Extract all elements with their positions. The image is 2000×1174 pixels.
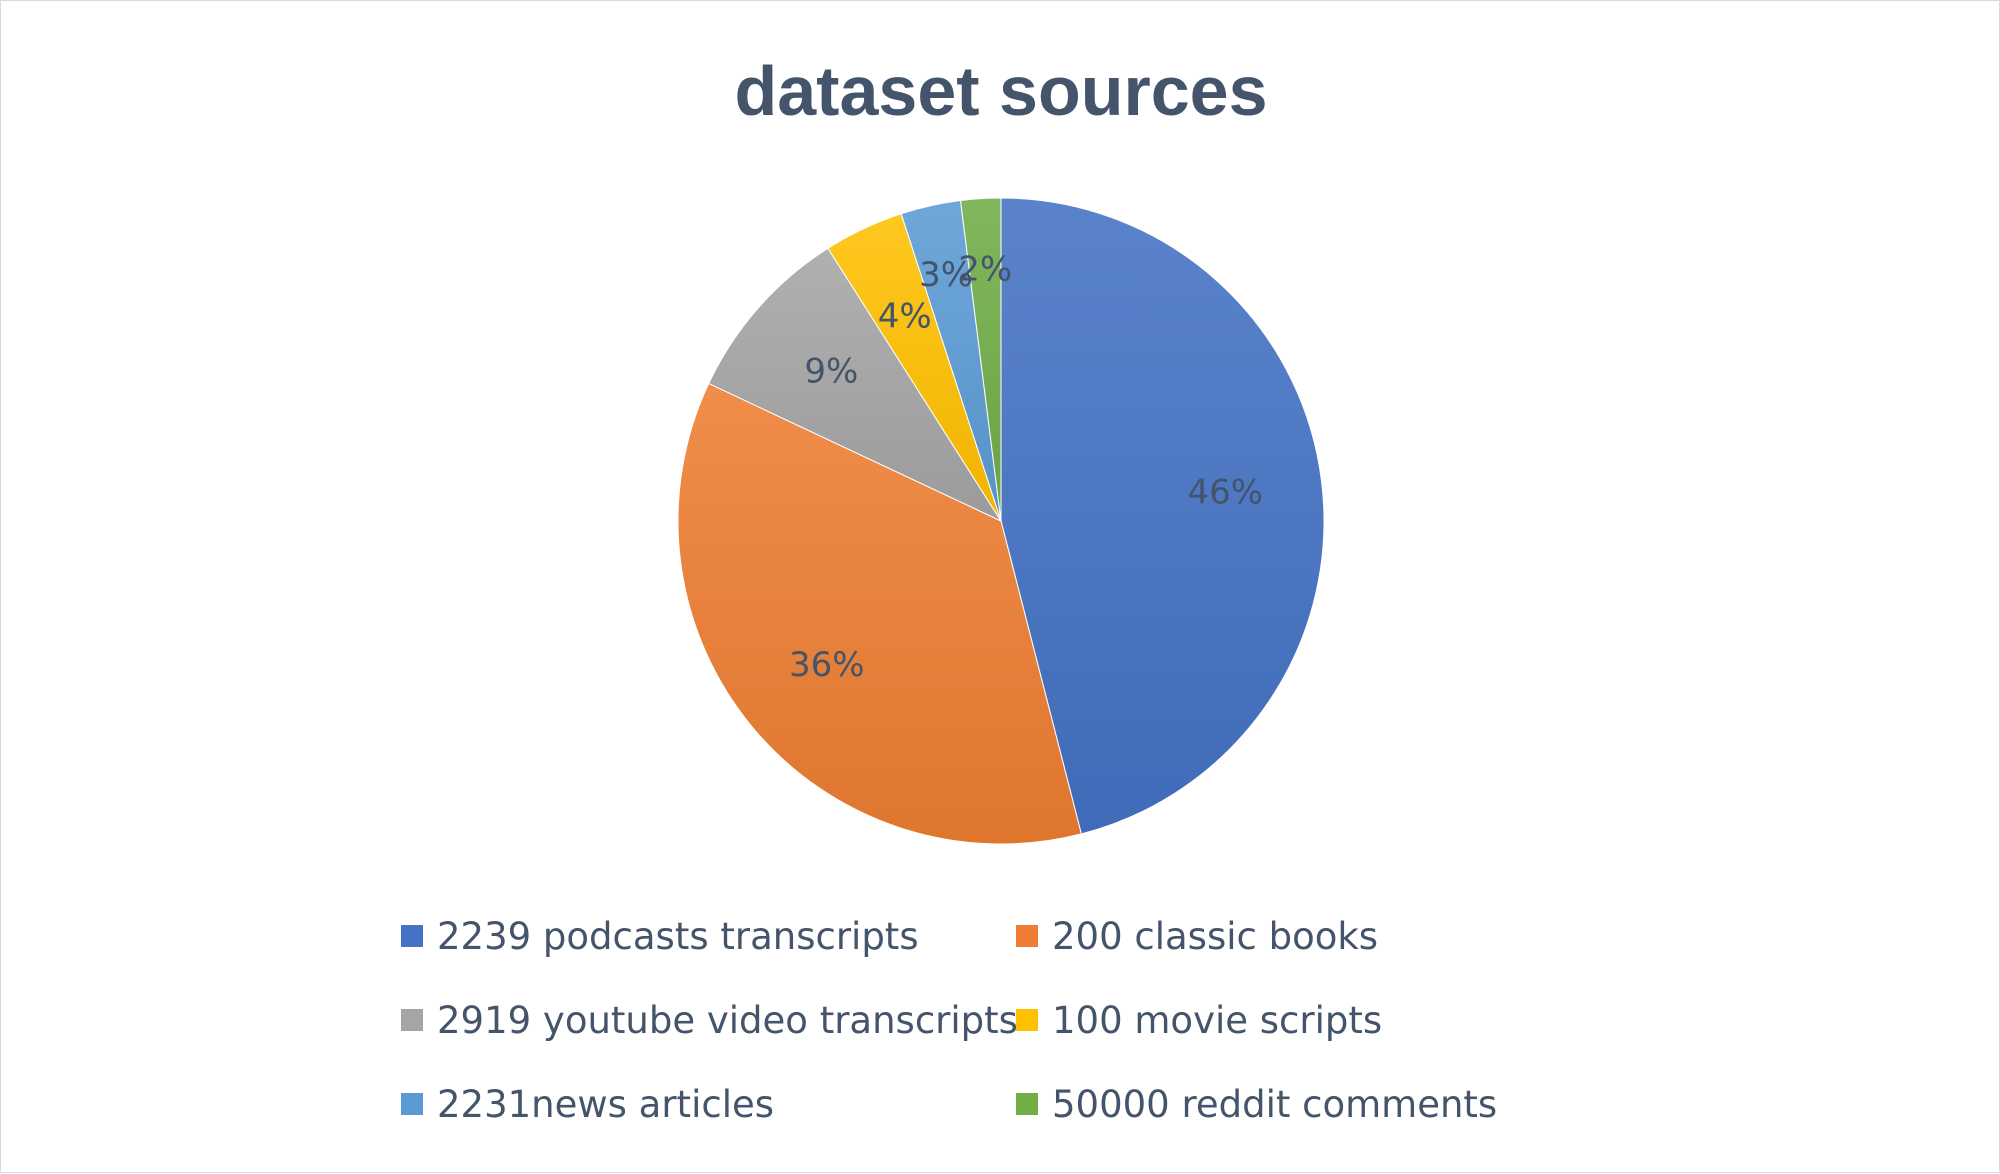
legend-swatch [1016, 925, 1038, 947]
chart-title: dataset sources [734, 52, 1268, 130]
pie-data-label-5: 2% [958, 250, 1012, 290]
legend-swatch [1016, 1009, 1038, 1031]
legend-item-podcasts: 2239 podcasts transcripts [401, 906, 919, 966]
pie-slice-5 [959, 197, 1002, 522]
legend-label: 200 classic books [1052, 914, 1379, 958]
pie-data-label-0: 46% [1188, 473, 1264, 513]
legend-item-movie-scripts: 100 movie scripts [1016, 990, 1382, 1050]
legend-swatch [401, 1009, 423, 1031]
pie-slices [677, 197, 1325, 845]
legend-label: 2231news articles [437, 1082, 775, 1126]
legend-item-classic-books: 200 classic books [1016, 906, 1378, 966]
pie-data-label-2: 9% [804, 351, 858, 391]
legend-label: 2239 podcasts transcripts [437, 914, 919, 958]
legend-item-reddit-comments: 50000 reddit comments [1016, 1074, 1497, 1134]
pie-slice-0 [1000, 197, 1325, 835]
legend-swatch [401, 1093, 423, 1115]
legend-item-news-articles: 2231news articles [401, 1074, 774, 1134]
legend-label: 50000 reddit comments [1052, 1082, 1498, 1126]
pie-data-label-4: 3% [919, 255, 973, 295]
pie-data-label-3: 4% [878, 296, 932, 336]
pie-data-labels: 46% 36% 9% 4%3%2% [789, 250, 1263, 686]
legend-swatch [1016, 1093, 1038, 1115]
legend-swatch [401, 925, 423, 947]
pie-slice-2 [708, 247, 1003, 523]
pie-data-label-1: 36% [789, 645, 865, 685]
legend-item-youtube: 2919 youtube video transcripts [401, 990, 1018, 1050]
legend-label: 2919 youtube video transcripts [437, 998, 1018, 1042]
pie-slice-1 [677, 382, 1082, 845]
legend-label: 100 movie scripts [1052, 998, 1383, 1042]
